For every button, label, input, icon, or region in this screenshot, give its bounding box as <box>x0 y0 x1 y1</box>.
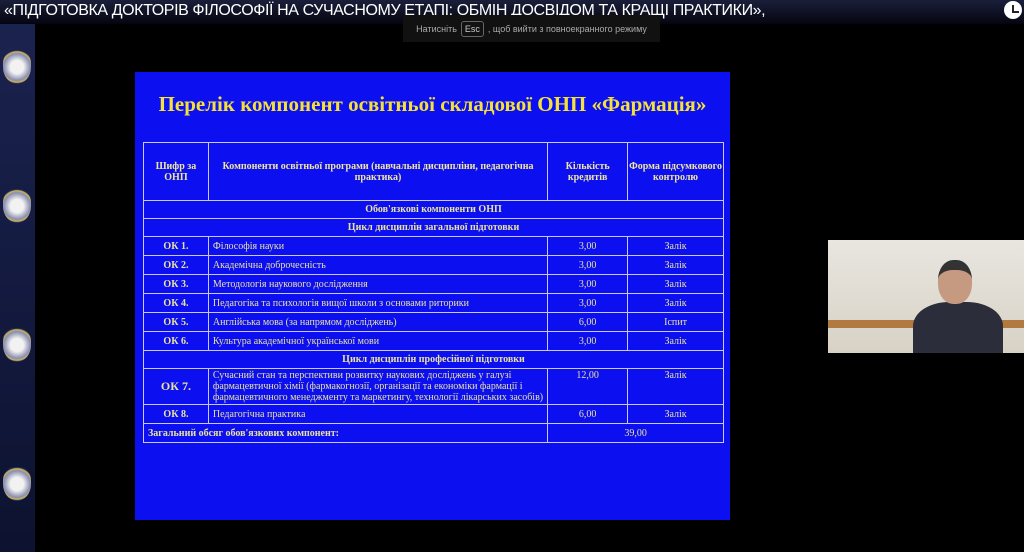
cell-control: Залік <box>627 368 724 405</box>
fullscreen-exit-hint: Натисніть Esc , щоб вийти з повноекранно… <box>403 15 660 42</box>
cell-control: Залік <box>627 293 724 313</box>
cell-code: ОК 1. <box>143 236 209 256</box>
cell-code: ОК 8. <box>143 404 209 424</box>
table-row: ОК 6. Культура академічної української мо… <box>143 331 724 351</box>
table-row: ОК 2. Академічна доброчесність 3,00 Залік <box>143 255 724 275</box>
cycle-general: Цикл дисциплін загальної підготовки <box>143 218 724 237</box>
components-table: Шифр за ОНП Компоненти освітньої програм… <box>142 142 724 443</box>
total-row: Загальний обсяг обов'язкових компонент: … <box>142 423 724 443</box>
cell-name: Методологія наукового дослідження <box>207 274 549 294</box>
header-control: Форма підсумкового контролю <box>627 142 724 201</box>
cell-name: Культура академічної української мови <box>207 331 549 351</box>
cell-name: Сучасний стан та перспективи розвитку на… <box>207 368 549 405</box>
cell-credits: 3,00 <box>547 255 629 275</box>
table-row: ОК 4. Педагогіка та психологія вищої школ… <box>143 293 724 313</box>
cycle-professional: Цикл дисциплін професійної підготовки <box>143 350 724 369</box>
esc-key: Esc <box>460 20 484 37</box>
cell-code: ОК 5. <box>143 312 209 332</box>
cell-credits: 6,00 <box>547 404 629 424</box>
cell-control: Залік <box>627 255 724 275</box>
cell-credits: 3,00 <box>547 236 629 256</box>
cell-name: Педагогічна практика <box>207 404 549 424</box>
speaker-webcam <box>828 240 1024 353</box>
table-row: ОК 5. Англійська мова (за напрямом дослід… <box>143 312 724 332</box>
section-row: Цикл дисциплін професійної підготовки <box>143 350 724 369</box>
header-component: Компоненти освітньої програми (навчальні… <box>207 142 549 201</box>
cell-control: Іспит <box>627 312 724 332</box>
cell-code: ОК 2. <box>143 255 209 275</box>
cell-code: ОК 4. <box>143 293 209 313</box>
table-header-row: Шифр за ОНП Компоненти освітньої програм… <box>143 142 724 201</box>
cell-name: Академічна доброчесність <box>207 255 549 275</box>
university-logo <box>3 50 31 84</box>
cell-control: Залік <box>627 331 724 351</box>
cell-control: Залік <box>627 274 724 294</box>
cell-code: ОК 7. <box>143 368 209 405</box>
left-sidebar-strip <box>0 0 35 552</box>
cell-control: Залік <box>627 236 724 256</box>
section-row: Цикл дисциплін загальної підготовки <box>143 218 724 237</box>
header-credits: Кількість кредитів <box>547 142 629 201</box>
cell-credits: 3,00 <box>547 331 629 351</box>
cell-control: Залік <box>627 404 724 424</box>
speaker <box>913 260 1003 353</box>
hint-before: Натисніть <box>416 23 457 34</box>
total-label: Загальний обсяг обов'язкових компонент: <box>142 423 549 443</box>
cell-credits: 3,00 <box>547 293 629 313</box>
presentation-slide: Перелік компонент освітньої складової ОН… <box>135 72 730 520</box>
table-row: ОК 3. Методологія наукового дослідження 3,… <box>143 274 724 294</box>
video-title-bar: «ПІДГОТОВКА ДОКТОРІВ ФІЛОСОФІЇ НА СУЧАСН… <box>0 0 1024 24</box>
total-value: 39,00 <box>547 423 724 443</box>
cell-credits: 3,00 <box>547 274 629 294</box>
university-logo <box>3 467 31 501</box>
table-row: ОК 8. Педагогічна практика 6,00 Залік <box>143 404 724 424</box>
slide-title: Перелік компонент освітньої складової ОН… <box>158 92 707 116</box>
table-row: ОК 1. Філософія науки 3,00 Залік <box>143 236 724 256</box>
university-logo <box>3 189 31 223</box>
cell-credits: 6,00 <box>547 312 629 332</box>
cell-code: ОК 3. <box>143 274 209 294</box>
cell-name: Філософія науки <box>207 236 549 256</box>
hint-after: , щоб вийти з повноекранного режиму <box>487 23 647 34</box>
table-row: ОК 7. Сучасний стан та перспективи розвит… <box>143 368 724 405</box>
header-code: Шифр за ОНП <box>143 142 209 201</box>
university-logo <box>3 328 31 362</box>
cell-code: ОК 6. <box>143 331 209 351</box>
video-title: «ПІДГОТОВКА ДОКТОРІВ ФІЛОСОФІЇ НА СУЧАСН… <box>4 2 766 19</box>
section-row: Обов'язкові компоненти ОНП <box>143 200 724 219</box>
section-main: Обов'язкові компоненти ОНП <box>143 200 724 219</box>
cell-credits: 12,00 <box>547 368 629 405</box>
cell-name: Англійська мова (за напрямом досліджень) <box>207 312 549 332</box>
watch-later-clock-icon[interactable] <box>1004 1 1022 19</box>
cell-name: Педагогіка та психологія вищої школи з о… <box>207 293 549 313</box>
